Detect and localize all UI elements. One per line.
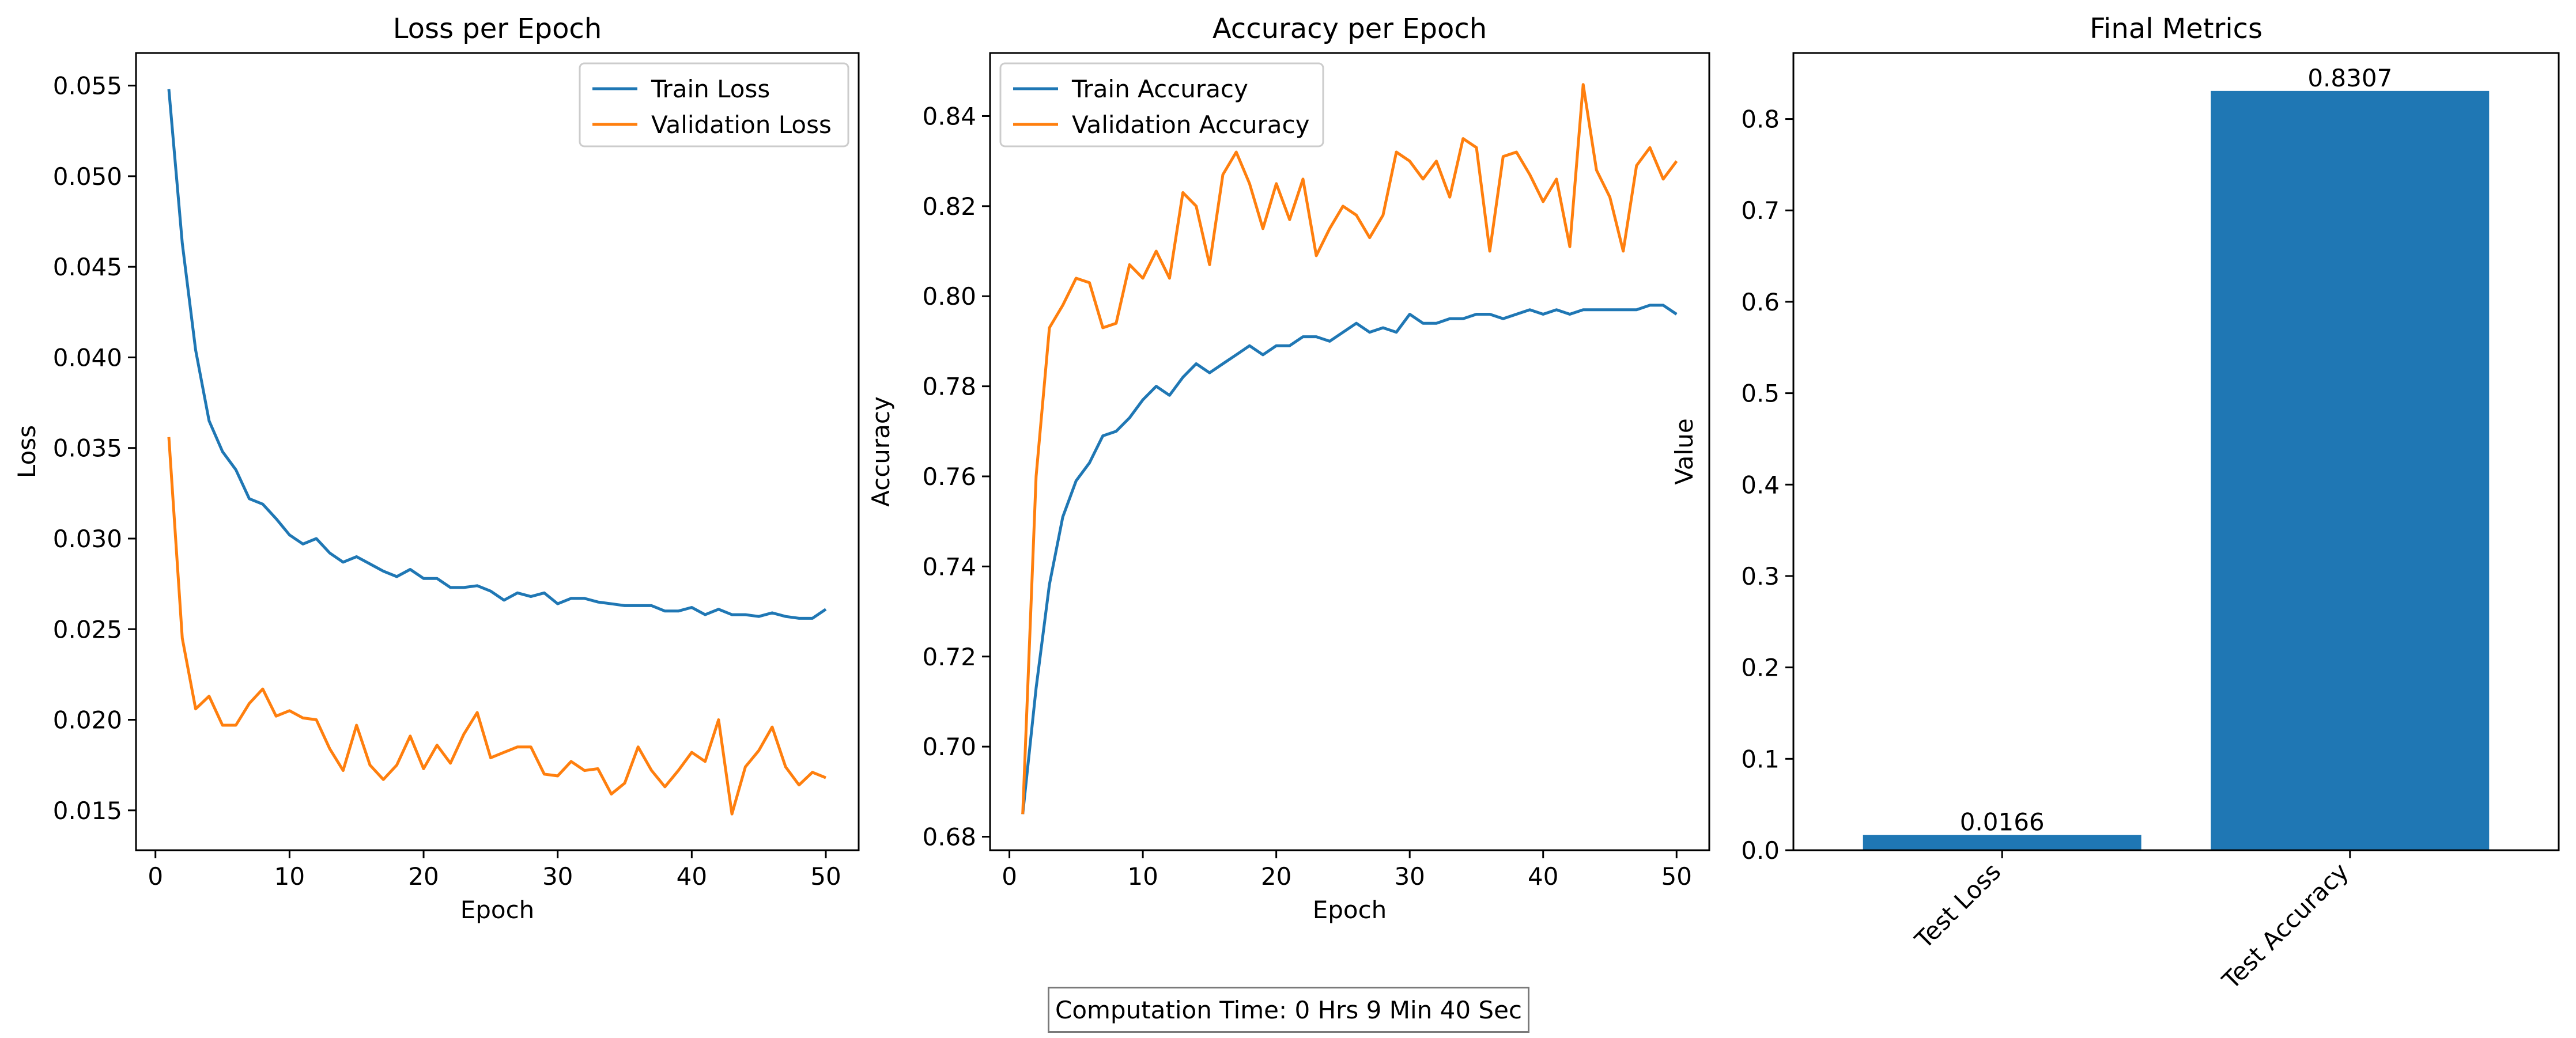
computation-time-label: Computation Time: 0 Hrs 9 Min 40 Sec [1055,995,1522,1024]
chart2-xtick-label: 20 [1261,862,1291,891]
chart3-bar-1 [1863,835,2141,850]
chart3-plot-frame [1792,52,2560,851]
chart3-bar-2 [2211,90,2490,851]
chart2-title: Accuracy per Epoch [1213,13,1487,45]
chart2-ytick-label: 0.68 [922,823,976,851]
chart3-ytick-label: 0.8 [1741,105,1780,134]
chart3-ytick-label: 0.0 [1741,836,1780,865]
chart3-bar-value-label-2: 0.8307 [2307,64,2392,92]
chart2-legend-box [999,62,1324,147]
chart1-ytick-label: 0.030 [53,525,122,553]
chart1-series-1-line [167,89,827,620]
chart1-xtick-label: 30 [542,862,573,891]
computation-time-box: Computation Time: 0 Hrs 9 Min 40 Sec [1048,987,1529,1033]
chart2-xtick-label: 30 [1394,862,1425,891]
chart1-ytick-label: 0.040 [53,343,122,372]
chart3-xtick-label: Test Accuracy [2216,857,2354,995]
chart1-ytick-label: 0.045 [53,253,122,281]
chart2-ylabel: Accuracy [867,396,895,507]
chart2-ytick-label: 0.72 [922,643,976,671]
chart3-ytick-label: 0.1 [1741,745,1780,773]
chart1-ylabel: Loss [13,425,41,478]
chart2-xtick-label: 10 [1127,862,1158,891]
chart2-xtick-label: 0 [1002,862,1017,891]
chart2-ytick-label: 0.74 [922,552,976,581]
chart1-series-2-line [167,437,826,816]
chart3-ytick-label: 0.5 [1741,380,1780,408]
chart1-ytick-label: 0.035 [53,434,122,463]
chart2-xtick-label: 40 [1528,862,1558,891]
chart3-ytick-label: 0.2 [1741,654,1780,682]
chart1-legend-box [579,62,849,147]
chart1-plot-frame [135,52,860,851]
chart3-ytick-label: 0.6 [1741,288,1780,316]
chart1-ytick-label: 0.020 [53,706,122,734]
chart2-legend-label-1: Train Accuracy [1071,75,1248,103]
chart1-ytick-label: 0.015 [53,797,122,825]
chart2-series-2-line [1021,83,1678,815]
chart1-xtick-label: 50 [810,862,841,891]
chart3-ytick-label: 0.3 [1741,562,1780,590]
chart2-legend-label-2: Validation Accuracy [1072,111,1310,139]
chart1-title: Loss per Epoch [393,13,602,45]
chart2-xtick-label: 50 [1661,862,1692,891]
chart1-legend-label-2: Validation Loss [651,111,832,139]
chart3-ylabel: Value [1670,418,1698,484]
chart1-ytick-label: 0.050 [53,162,122,191]
chart1-xtick-label: 40 [677,862,707,891]
chart1-legend-label-1: Train Loss [651,75,770,103]
chart3-bar-value-label-1: 0.0166 [1960,808,2045,836]
chart1-ytick-label: 0.025 [53,615,122,643]
chart1-xtick-label: 0 [148,862,163,891]
chart2-series-1-line [1021,304,1678,815]
chart2-ytick-label: 0.80 [922,282,976,310]
chart2-ytick-label: 0.70 [922,733,976,761]
chart2-ytick-label: 0.84 [922,102,976,130]
chart3-title: Final Metrics [2090,13,2263,45]
chart2-ytick-label: 0.76 [922,463,976,491]
chart2-ytick-label: 0.82 [922,192,976,221]
chart2-ytick-label: 0.78 [922,373,976,401]
chart3-ytick-label: 0.4 [1741,471,1780,499]
chart1-ytick-label: 0.055 [53,72,122,100]
chart1-xtick-label: 20 [408,862,439,891]
chart2-xlabel: Epoch [1313,896,1387,924]
chart1-xtick-label: 10 [274,862,305,891]
chart3-xtick-label: Test Loss [1909,857,2006,954]
chart2-plot-frame [989,52,1710,851]
chart3-ytick-label: 0.7 [1741,196,1780,225]
chart1-xlabel: Epoch [460,896,535,924]
